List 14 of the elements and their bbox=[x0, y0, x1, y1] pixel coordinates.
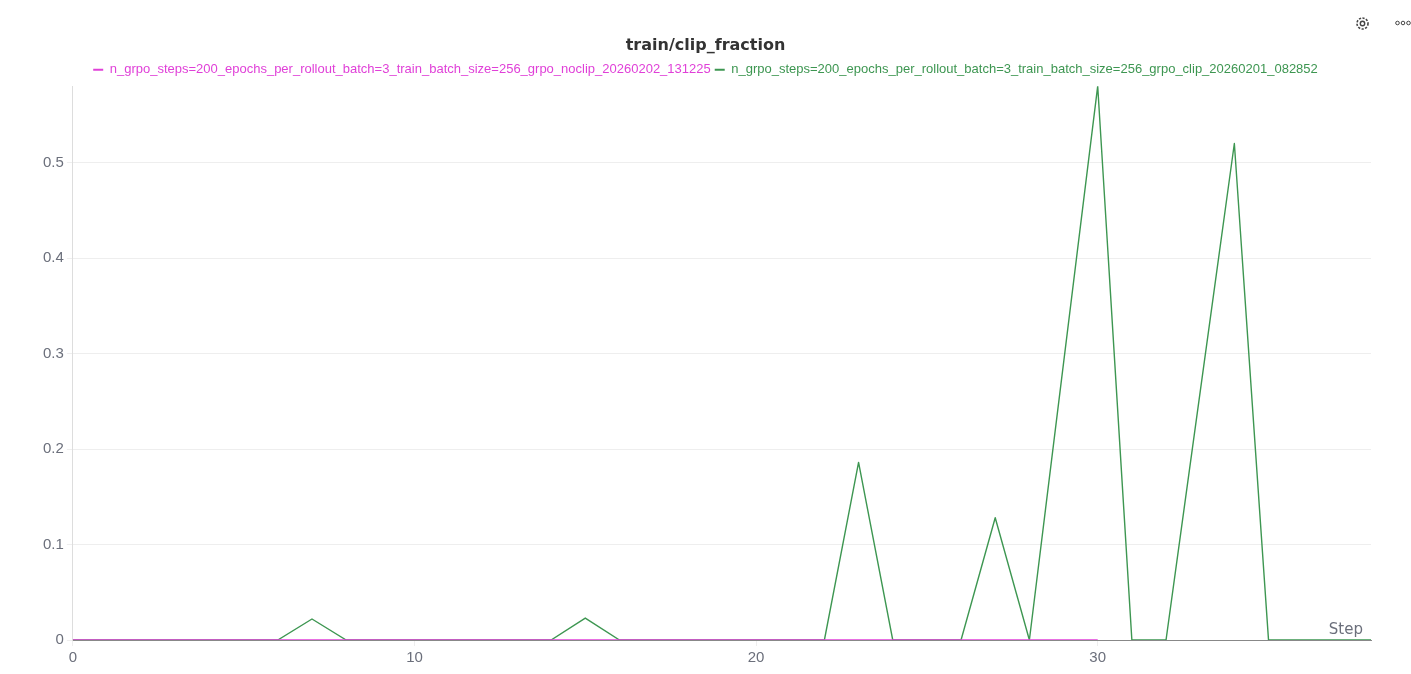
y-tick-label: 0.3 bbox=[42, 343, 64, 361]
y-tick-label: 0.5 bbox=[42, 152, 64, 170]
chart-title: train/clip_fraction bbox=[625, 34, 786, 54]
x-tick-label: 30 bbox=[1089, 648, 1107, 666]
x-axis-title: Step bbox=[1328, 620, 1363, 639]
legend-label: n_grpo_steps=200_epochs_per_rollout_batch=3_train_batch_size=256_grpo_noclip_20260202_131225 bbox=[109, 61, 711, 77]
x-tick-label: 0 bbox=[68, 648, 78, 666]
y-tick-label: 0.4 bbox=[42, 248, 64, 266]
x-tick-label: 10 bbox=[406, 648, 423, 666]
legend-label: n_grpo_steps=200_epochs_per_rollout_batch=3_train_batch_size=256_grpo_clip_20260201_082852 bbox=[731, 61, 1318, 77]
y-tick-label: 0 bbox=[55, 630, 64, 648]
x-tick-label: 20 bbox=[747, 648, 765, 666]
y-tick-label: 0.2 bbox=[42, 439, 64, 457]
y-tick-label: 0.1 bbox=[42, 534, 64, 552]
